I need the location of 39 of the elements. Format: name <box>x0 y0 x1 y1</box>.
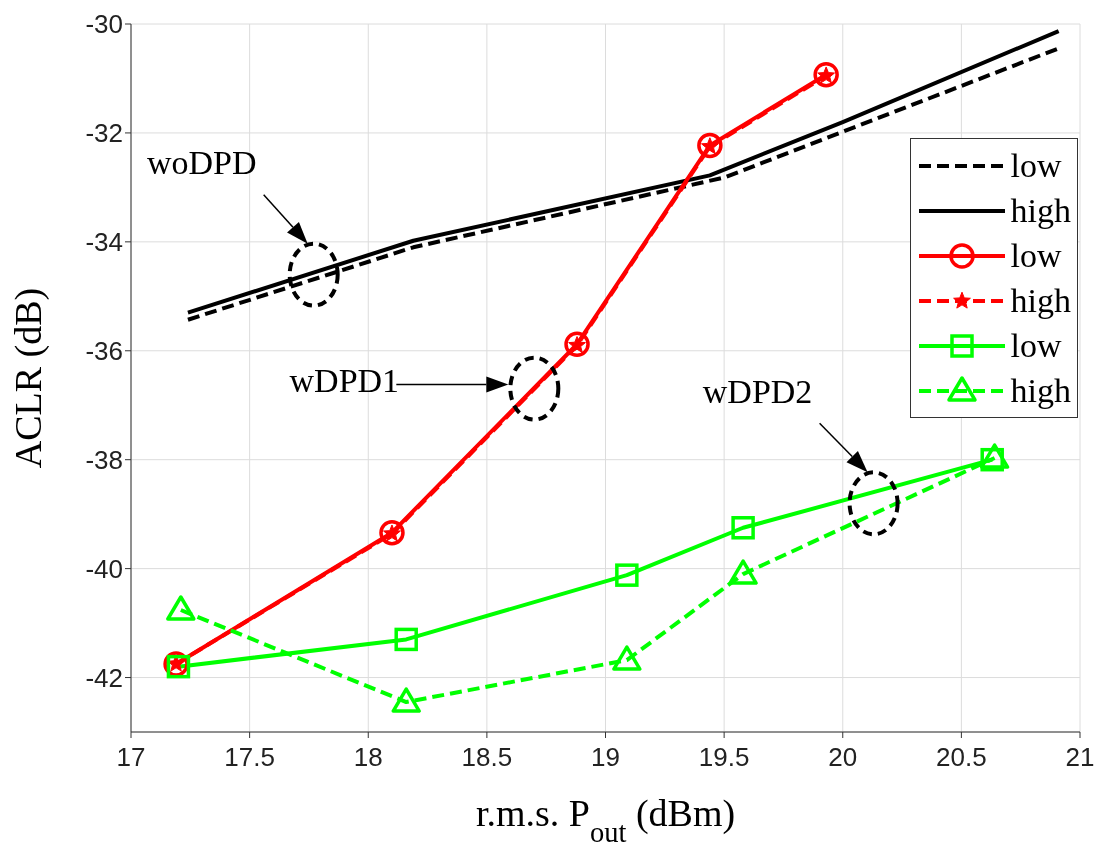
y-tick-label: -36 <box>85 336 123 366</box>
y-tick-label: -40 <box>85 553 123 584</box>
legend-label: high <box>1010 371 1071 410</box>
point <box>979 443 1010 469</box>
y-tick-label: -34 <box>85 227 123 258</box>
y-tick-label: -30 <box>85 9 123 40</box>
annotation: wDPD2 <box>702 373 813 411</box>
y-tick-label: -32 <box>85 118 123 149</box>
legend-label: low <box>1010 146 1062 185</box>
point <box>379 519 405 546</box>
y-tick-label: -42 <box>85 662 123 693</box>
point <box>615 563 639 587</box>
point <box>728 559 758 585</box>
point <box>731 516 755 540</box>
point <box>166 595 196 621</box>
annotation: woDPD <box>146 144 257 182</box>
x-tick-label: 20.5 <box>936 742 987 773</box>
x-axis-title: r.m.s. P$_{out}$ (dBm) <box>475 792 736 848</box>
point <box>612 645 642 671</box>
x-tick-label: 21 <box>1065 742 1095 773</box>
x-tick-label: 18 <box>353 742 383 773</box>
x-tick-label: 17 <box>116 742 146 773</box>
x-tick-label: 19 <box>591 742 620 773</box>
x-tick-label: 20 <box>828 742 858 773</box>
point <box>394 627 418 652</box>
point <box>391 687 421 713</box>
point <box>697 132 723 159</box>
point <box>813 61 839 88</box>
point <box>564 331 590 357</box>
x-tick-label: 19.5 <box>698 742 750 773</box>
legend-label: high <box>1010 281 1071 320</box>
y-tick-label: -38 <box>85 444 123 475</box>
legend-label: low <box>1010 236 1062 275</box>
legend-label: low <box>1010 326 1062 365</box>
annotation: wDPD1 <box>289 362 400 400</box>
x-tick-label: 18.5 <box>461 742 513 773</box>
legend-label: high <box>1010 191 1071 230</box>
y-axis-title: ACLR (dB) <box>6 287 50 469</box>
x-tick-label: 17.5 <box>224 742 275 773</box>
